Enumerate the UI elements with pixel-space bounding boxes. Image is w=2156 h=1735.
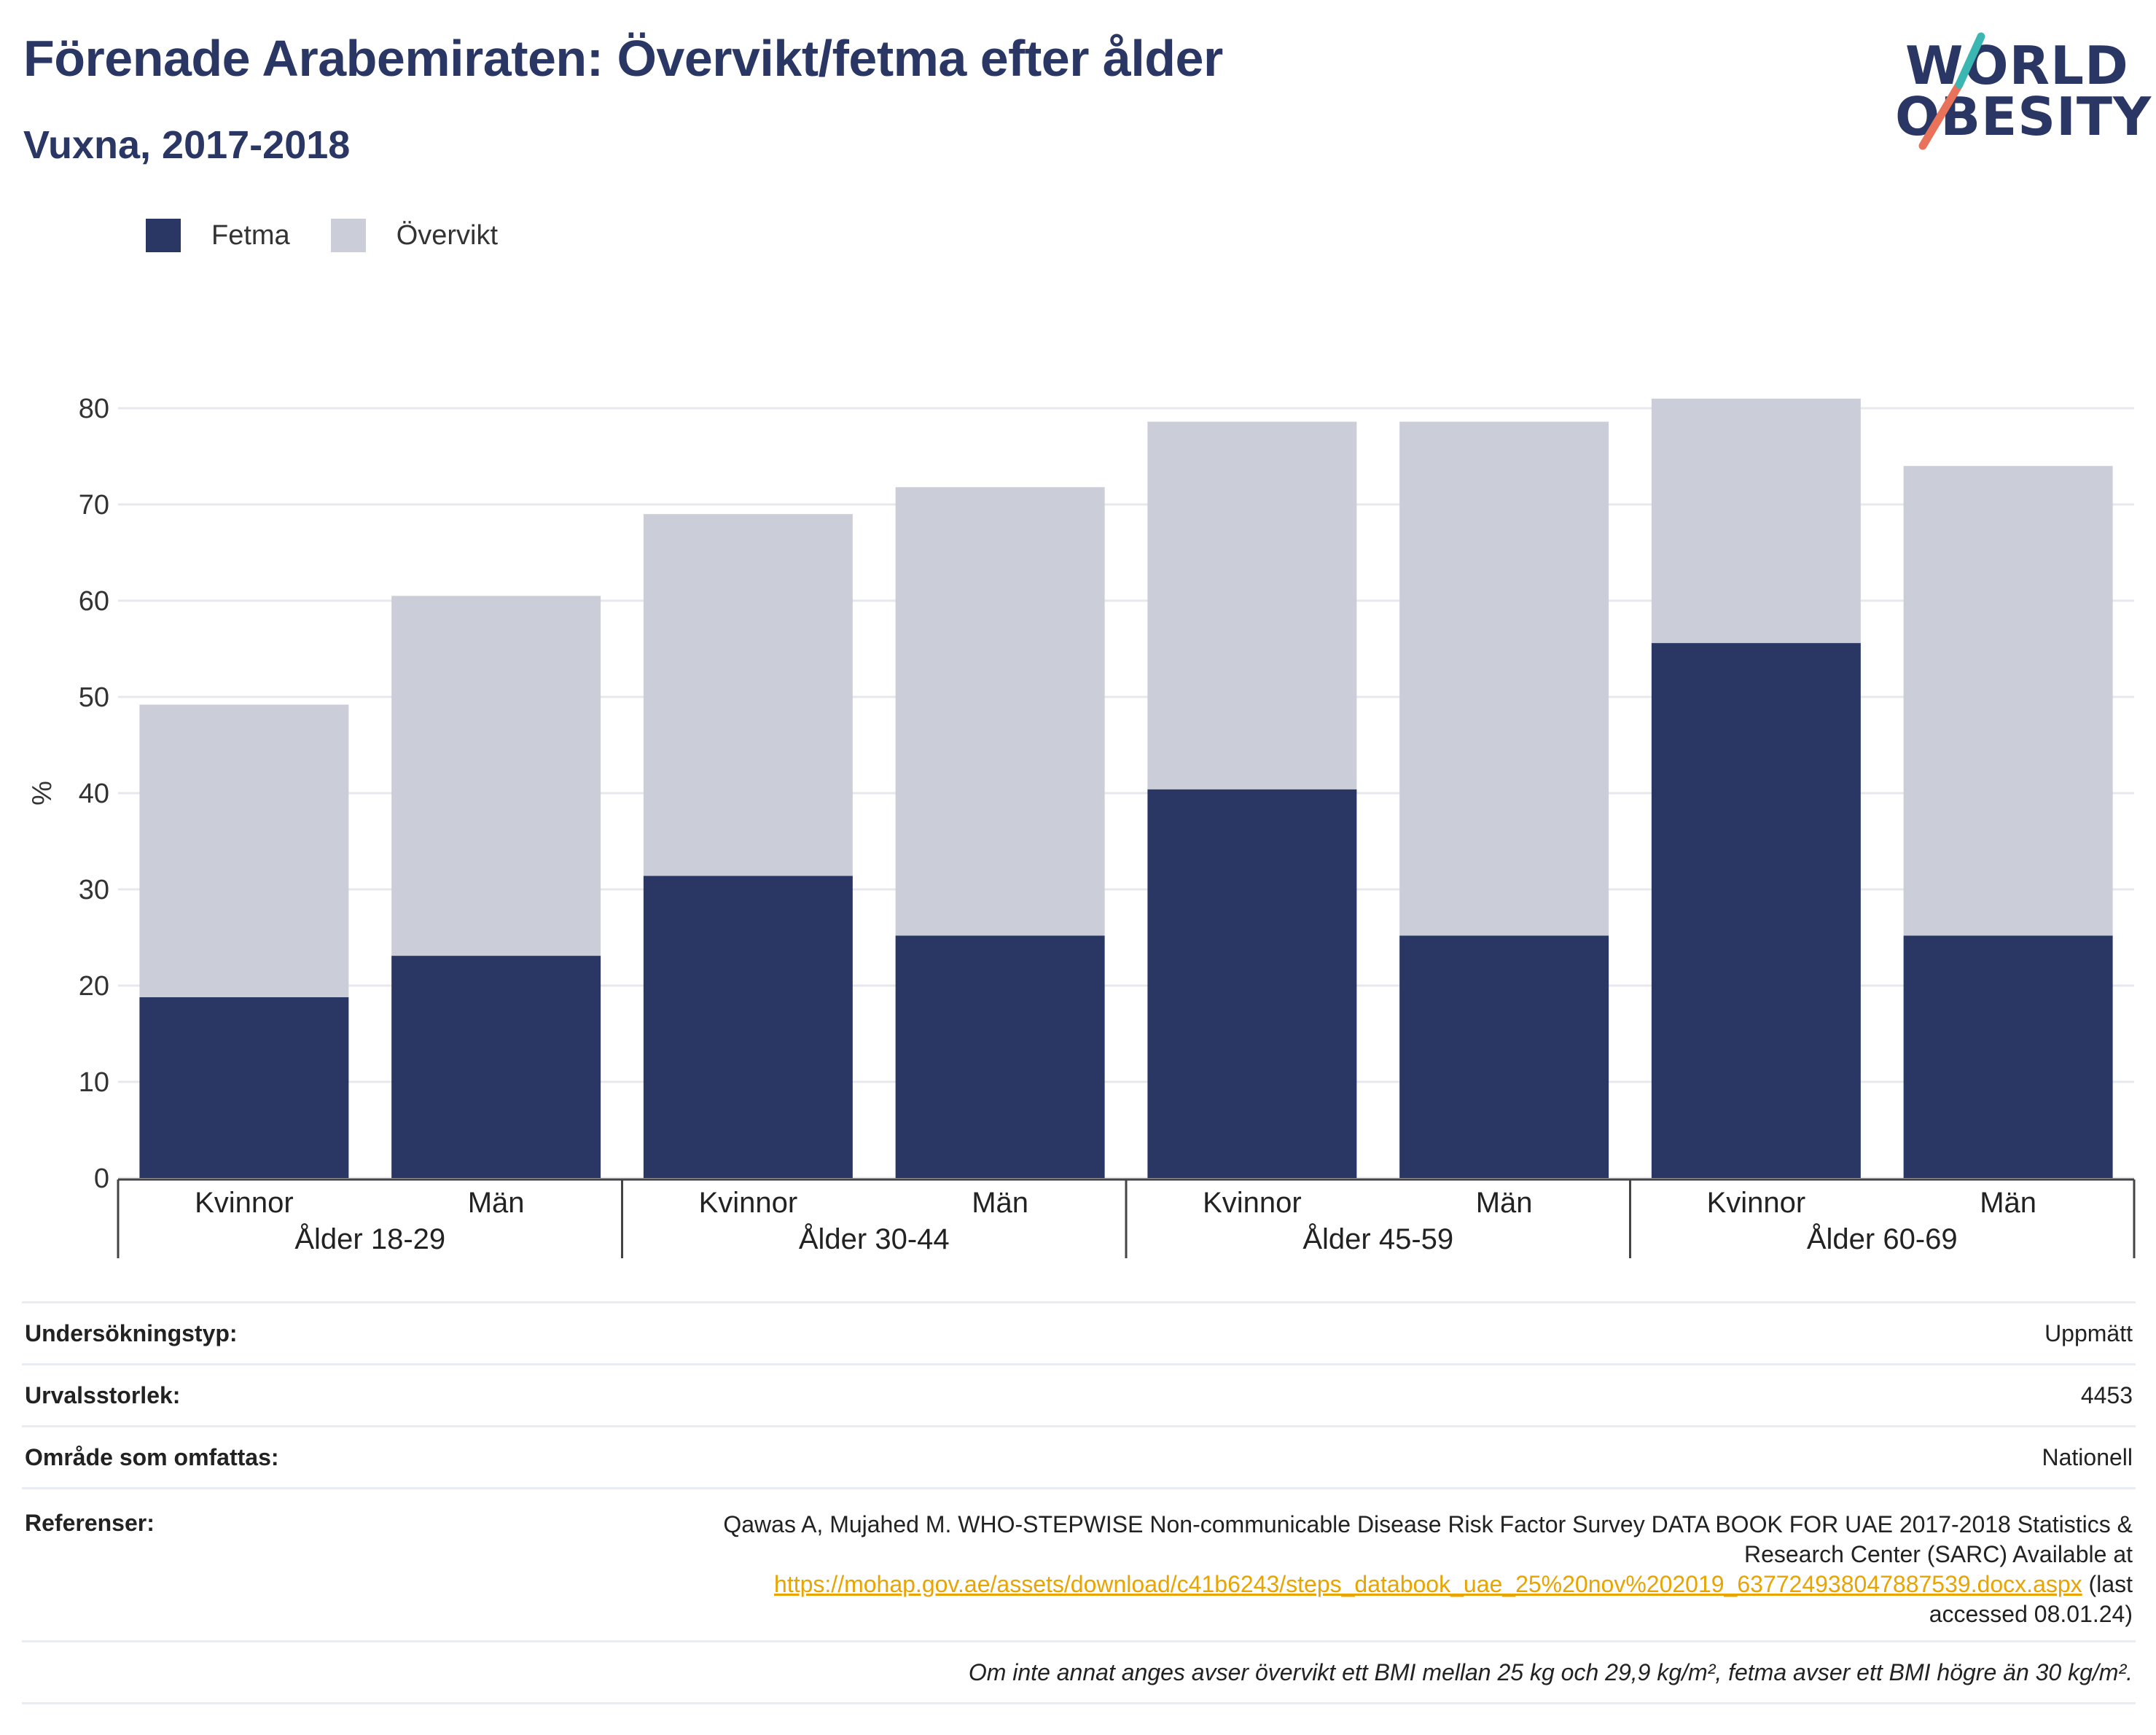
y-tick-label: 0 <box>94 1163 109 1194</box>
x-group-label: Ålder 45-59 <box>1302 1223 1453 1255</box>
bar-fetma <box>1651 643 1861 1178</box>
sample-size-label: Urvalsstorlek: <box>25 1381 181 1408</box>
reference-text-3: (last <box>2088 1571 2133 1597</box>
bar-overvikt <box>391 596 601 956</box>
area-label: Område som omfattas: <box>25 1443 279 1470</box>
bar-overvikt <box>139 704 349 997</box>
x-category-label: Män <box>1980 1187 2036 1219</box>
chart-subtitle: Vuxna, 2017-2018 <box>23 123 351 167</box>
chart-title: Förenade Arabemiraten: Övervikt/fetma ef… <box>23 30 1223 87</box>
bar-overvikt <box>895 487 1105 936</box>
x-category-label: Kvinnor <box>1203 1187 1302 1219</box>
meta-row-note: Om inte annat anges avser övervikt ett B… <box>22 1640 2136 1704</box>
legend-swatch-overvikt <box>330 219 366 252</box>
y-tick-label: 30 <box>79 875 109 905</box>
bar-overvikt <box>1903 466 2113 936</box>
x-category-label: Män <box>972 1187 1028 1219</box>
y-tick-label: 70 <box>79 490 109 520</box>
bar-fetma <box>139 997 349 1178</box>
x-category-label: Män <box>468 1187 525 1219</box>
reference-text-2: Research Center (SARC) Available at <box>1744 1541 2133 1567</box>
x-category-label: Kvinnor <box>699 1187 798 1219</box>
x-category-label: Kvinnor <box>195 1187 294 1219</box>
area-value: Nationell <box>2042 1443 2133 1470</box>
bar-overvikt <box>643 514 853 876</box>
meta-row-sample-size: Urvalsstorlek: 4453 <box>22 1363 2136 1425</box>
sample-size-value: 4453 <box>2080 1381 2133 1408</box>
legend-item-overvikt: Övervikt <box>330 219 499 252</box>
x-group-label: Ålder 30-44 <box>799 1223 950 1255</box>
reference-link[interactable]: https://mohap.gov.ae/assets/download/c41… <box>774 1571 2082 1597</box>
meta-row-survey-type: Undersökningstyp: Uppmätt <box>22 1301 2136 1363</box>
bmi-footnote: Om inte annat anges avser övervikt ett B… <box>968 1658 2133 1685</box>
legend-item-fetma: Fetma <box>146 219 290 252</box>
bar-fetma <box>1399 935 1609 1178</box>
bar-overvikt <box>1399 421 1609 936</box>
legend-swatch-fetma <box>146 219 181 252</box>
reference-line-3: https://mohap.gov.ae/assets/download/c41… <box>529 1570 2133 1599</box>
legend: Fetma Övervikt <box>146 217 539 254</box>
logo-line-1: WORLD <box>1905 35 2129 96</box>
reference-text-1: Qawas A, Mujahed M. WHO-STEPWISE Non-com… <box>723 1511 2133 1537</box>
reference-text-4: accessed 08.01.24) <box>1929 1601 2133 1627</box>
y-tick-label: 50 <box>79 682 109 713</box>
references-label: Referenser: <box>25 1510 155 1536</box>
x-group-label: Ålder 18-29 <box>294 1223 445 1255</box>
y-tick-label: 10 <box>79 1067 109 1098</box>
legend-label-overvikt: Övervikt <box>396 219 499 251</box>
stacked-bar-chart: 0 10 20 30 40 50 60 70 80% Kvinnor Män Kvinnor Män Kv… <box>27 394 2136 1258</box>
survey-type-label: Undersökningstyp: <box>25 1319 238 1346</box>
y-tick-label: 20 <box>79 971 109 1002</box>
references-value: Qawas A, Mujahed M. WHO-STEPWISE Non-com… <box>529 1510 2133 1640</box>
logo-slash-icon <box>1918 32 1985 150</box>
bar-fetma <box>1903 935 2113 1178</box>
bar-overvikt <box>1147 421 1357 789</box>
bar-fetma <box>895 935 1105 1178</box>
x-category-label: Män <box>1476 1187 1533 1219</box>
y-tick-label: 80 <box>79 394 109 424</box>
bar-fetma <box>643 876 853 1178</box>
x-category-label: Kvinnor <box>1707 1187 1806 1219</box>
bar-fetma <box>1147 789 1357 1178</box>
meta-row-references: Referenser: Qawas A, Mujahed M. WHO-STEP… <box>22 1487 2136 1640</box>
legend-label-fetma: Fetma <box>211 219 290 251</box>
y-tick-label: 40 <box>79 779 109 809</box>
bar-overvikt <box>1651 398 1861 644</box>
metadata-table: Undersökningstyp: Uppmätt Urvalsstorlek:… <box>22 1301 2136 1704</box>
x-group-label: Ålder 60-69 <box>1807 1223 1958 1255</box>
meta-row-area: Område som omfattas: Nationell <box>22 1425 2136 1487</box>
y-axis-label: % <box>27 781 58 806</box>
bar-fetma <box>391 956 601 1178</box>
world-obesity-logo: WORLD OBESITY <box>1895 29 2151 153</box>
survey-type-value: Uppmätt <box>2044 1319 2133 1346</box>
y-tick-label: 60 <box>79 586 109 617</box>
